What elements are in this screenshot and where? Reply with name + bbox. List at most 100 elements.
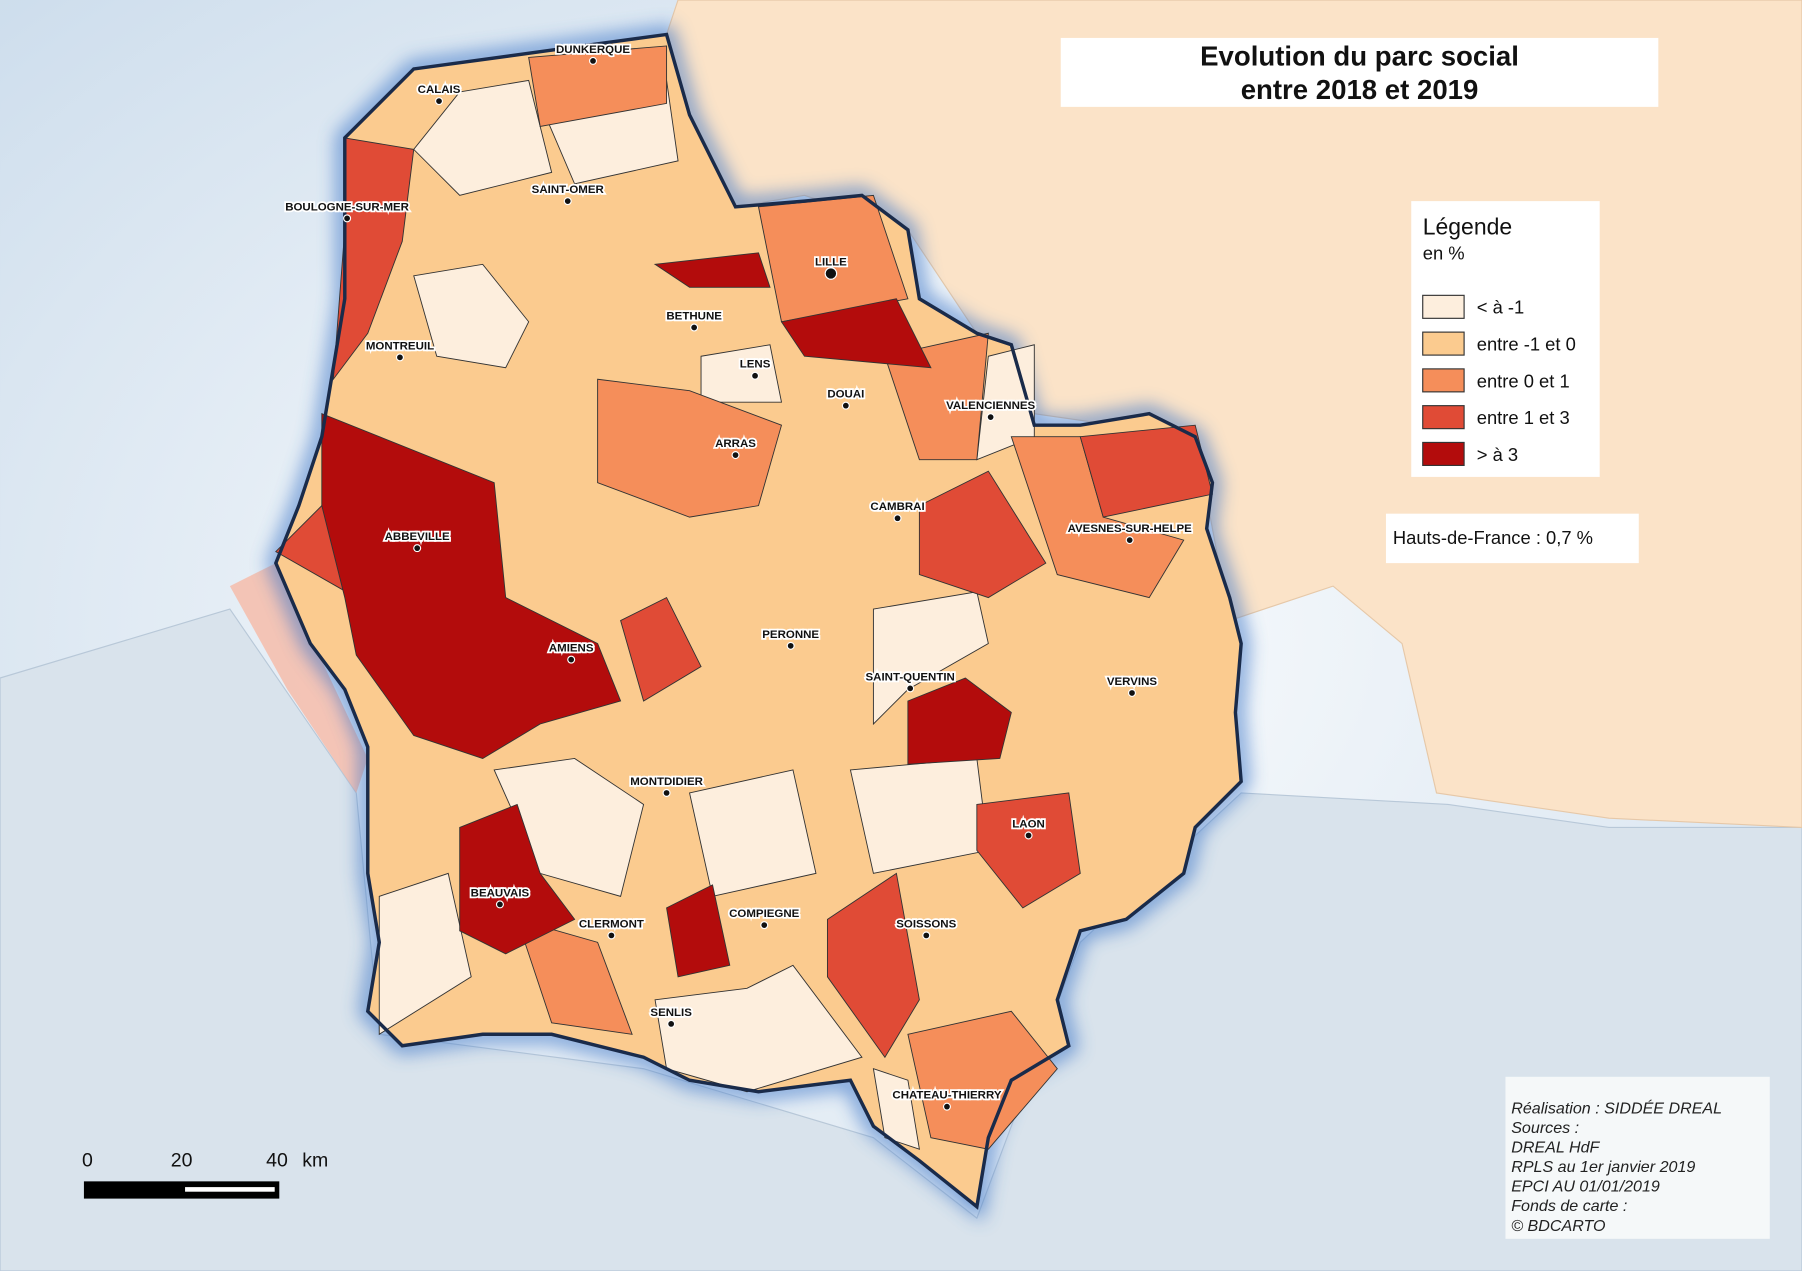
city-dot xyxy=(760,921,769,930)
legend-swatch xyxy=(1422,368,1465,393)
legend-label: entre -1 et 0 xyxy=(1477,334,1576,355)
city-label: SAINT-OMER xyxy=(532,184,605,196)
city-label: PERONNE xyxy=(762,629,819,641)
city-label: CALAIS xyxy=(418,84,461,96)
epci-zone xyxy=(653,252,771,288)
city-label: AMIENS xyxy=(549,643,594,655)
epci-zone xyxy=(620,596,702,702)
credit-line: DREAL HdF xyxy=(1511,1139,1600,1157)
city-dot xyxy=(588,56,598,65)
city-dot xyxy=(435,97,444,106)
legend-title: Légende xyxy=(1423,213,1512,239)
legend-swatch xyxy=(1422,331,1465,356)
epci-zone xyxy=(413,263,530,369)
region xyxy=(267,25,1250,1222)
scale-tick-label: 40 xyxy=(266,1149,288,1171)
legend-label: entre 0 et 1 xyxy=(1477,370,1570,391)
city-label: ARRAS xyxy=(715,438,756,450)
city-label: CLERMONT xyxy=(579,918,644,930)
city-label: CHATEAU-THIERRY xyxy=(892,1090,1001,1102)
city-dot xyxy=(942,1102,951,1111)
legend-items: < à -1 entre -1 et 0 entre 0 et 1 entre 1 e… xyxy=(1422,294,1576,466)
city-dot xyxy=(906,684,915,693)
city-label: DUNKERQUE xyxy=(556,44,630,56)
coastal-strip xyxy=(229,563,368,793)
scale-unit: km xyxy=(302,1149,328,1171)
legend-label: > à 3 xyxy=(1477,444,1518,465)
city-dot xyxy=(731,451,740,460)
total-box xyxy=(1385,513,1639,564)
title: Evolution du parc social xyxy=(1200,41,1519,72)
city-label: BEAUVAIS xyxy=(471,887,530,899)
region-total: Hauts-de-France : 0,7 % xyxy=(1393,527,1593,548)
epci-zone xyxy=(321,413,622,759)
city-dot xyxy=(786,641,795,650)
city-dot xyxy=(667,1019,676,1028)
city-label: COMPIEGNE xyxy=(729,908,800,920)
epci-zone xyxy=(872,591,989,726)
epci-zone xyxy=(907,677,1012,765)
epci-zone xyxy=(689,769,817,897)
city-dot xyxy=(662,788,671,797)
city-dot xyxy=(1127,688,1137,697)
region-outline xyxy=(273,32,1243,1210)
city-dot xyxy=(751,371,760,380)
city-dot xyxy=(922,931,931,940)
legend-swatch xyxy=(1422,405,1465,430)
city-dot xyxy=(824,267,838,280)
legend-unit: en % xyxy=(1423,243,1465,264)
epci-zone xyxy=(378,872,472,1036)
credit-line: Fonds de carte : xyxy=(1511,1197,1627,1215)
epci-zone xyxy=(413,79,553,196)
scale-bar xyxy=(83,1181,280,1199)
city-label: LILLE xyxy=(815,256,847,268)
epci-zone xyxy=(907,1010,1058,1150)
epci-zone xyxy=(597,378,783,518)
city-label: CAMBRAI xyxy=(870,501,924,513)
city-dot xyxy=(607,931,616,940)
city-label: DOUAI xyxy=(827,389,864,401)
city-label: BOULOGNE-SUR-MER xyxy=(285,201,409,213)
city-dot xyxy=(841,401,850,410)
epci-zone xyxy=(826,872,920,1059)
epci-zone xyxy=(976,792,1081,909)
city-label: ABBEVILLE xyxy=(385,531,450,543)
city-dot xyxy=(567,655,576,664)
epci-zone xyxy=(516,918,633,1035)
epci-zone xyxy=(700,344,783,403)
city-dot xyxy=(495,900,504,909)
city-dot xyxy=(343,214,352,223)
epci-zone xyxy=(666,884,731,978)
epci-zone xyxy=(872,1068,920,1150)
legend-label: entre 1 et 3 xyxy=(1477,407,1570,428)
scale-labels: 0 20 40 km xyxy=(82,1149,328,1171)
labels: DUNKERQUE CALAIS SAINT-OMER BOULOGNE-SUR-ME… xyxy=(283,42,1194,1111)
credit-line: © BDCARTO xyxy=(1511,1217,1606,1235)
city-dot xyxy=(413,544,422,553)
city-label: LENS xyxy=(740,359,771,371)
credit-line: EPCI AU 01/01/2019 xyxy=(1511,1178,1660,1196)
city-label: VERVINS xyxy=(1107,676,1158,688)
scale-tick-label: 20 xyxy=(171,1149,193,1171)
credit-line: RPLS au 1er janvier 2019 xyxy=(1511,1158,1695,1176)
epci-zone xyxy=(780,298,932,369)
city-label: SAINT-QUENTIN xyxy=(866,671,955,683)
city-label: MONTREUIL xyxy=(366,340,434,352)
legend-label: < à -1 xyxy=(1477,297,1525,318)
city-dot xyxy=(690,323,699,332)
epci-zone xyxy=(918,470,1047,599)
scale-bar-segment xyxy=(185,1187,275,1192)
credit-line: Réalisation : SIDDÉE DREAL xyxy=(1511,1099,1722,1118)
city-label: MONTDIDIER xyxy=(630,776,703,788)
city-dot xyxy=(893,514,902,523)
credits-box xyxy=(1505,1076,1770,1239)
epci-zone xyxy=(459,803,576,955)
city-dot xyxy=(986,413,995,422)
city-dot xyxy=(563,197,572,206)
city-label: BETHUNE xyxy=(666,310,722,322)
legend-swatch xyxy=(1422,294,1465,319)
title-box xyxy=(1060,37,1659,107)
